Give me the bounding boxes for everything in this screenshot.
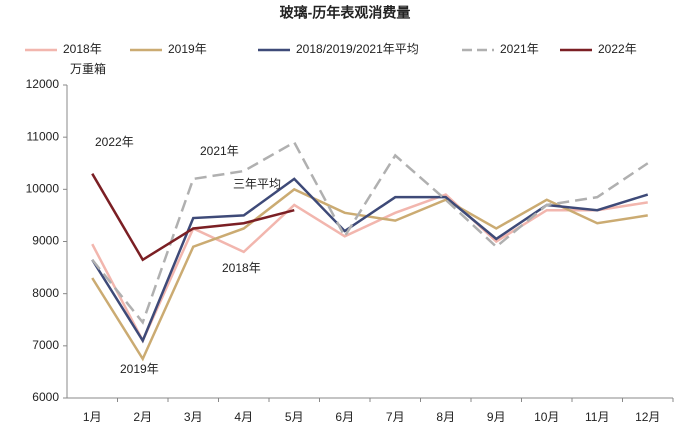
- x-tick-label: 8月: [436, 410, 455, 424]
- legend-label: 2021年: [500, 42, 539, 56]
- series-line: [91, 193, 648, 344]
- series-line: [91, 140, 649, 325]
- annotation: 三年平均: [233, 177, 281, 191]
- x-tick-label: 3月: [184, 410, 203, 424]
- annotation: 2021年: [200, 144, 239, 158]
- y-tick-label: 12000: [26, 77, 60, 91]
- series-line: [91, 187, 648, 362]
- y-tick-label: 11000: [27, 129, 60, 143]
- annotation: 2018年: [222, 261, 261, 275]
- x-tick-label: 2月: [133, 410, 152, 424]
- series-line: [91, 177, 649, 344]
- y-tick-label: 10000: [26, 182, 60, 196]
- x-tick-label: 5月: [285, 410, 304, 424]
- legend-label: 2022年: [598, 42, 637, 56]
- legend-label: 2018/2019/2021年平均: [296, 42, 419, 56]
- annotation: 2019年: [120, 362, 159, 376]
- y-axis-label: 万重箱: [70, 61, 106, 76]
- x-tick-label: 7月: [386, 410, 405, 424]
- x-tick-label: 4月: [234, 410, 253, 424]
- legend-label: 2019年: [168, 42, 207, 56]
- chart-title: 玻璃-历年表观消费量: [280, 5, 411, 21]
- x-tick-label: 6月: [335, 410, 354, 424]
- series-line: [91, 173, 295, 262]
- x-tick-label: 10月: [534, 410, 559, 424]
- legend-label: 2018年: [63, 42, 102, 56]
- y-tick-label: 8000: [32, 286, 59, 300]
- y-tick-label: 7000: [32, 338, 59, 352]
- x-tick-label: 11月: [585, 410, 609, 424]
- x-tick-label: 9月: [487, 410, 506, 424]
- y-tick-label: 6000: [32, 390, 59, 404]
- x-tick-label: 1月: [83, 410, 102, 424]
- x-tick-label: 12月: [635, 410, 660, 424]
- annotation: 2022年: [95, 135, 134, 149]
- y-tick-label: 9000: [32, 234, 59, 248]
